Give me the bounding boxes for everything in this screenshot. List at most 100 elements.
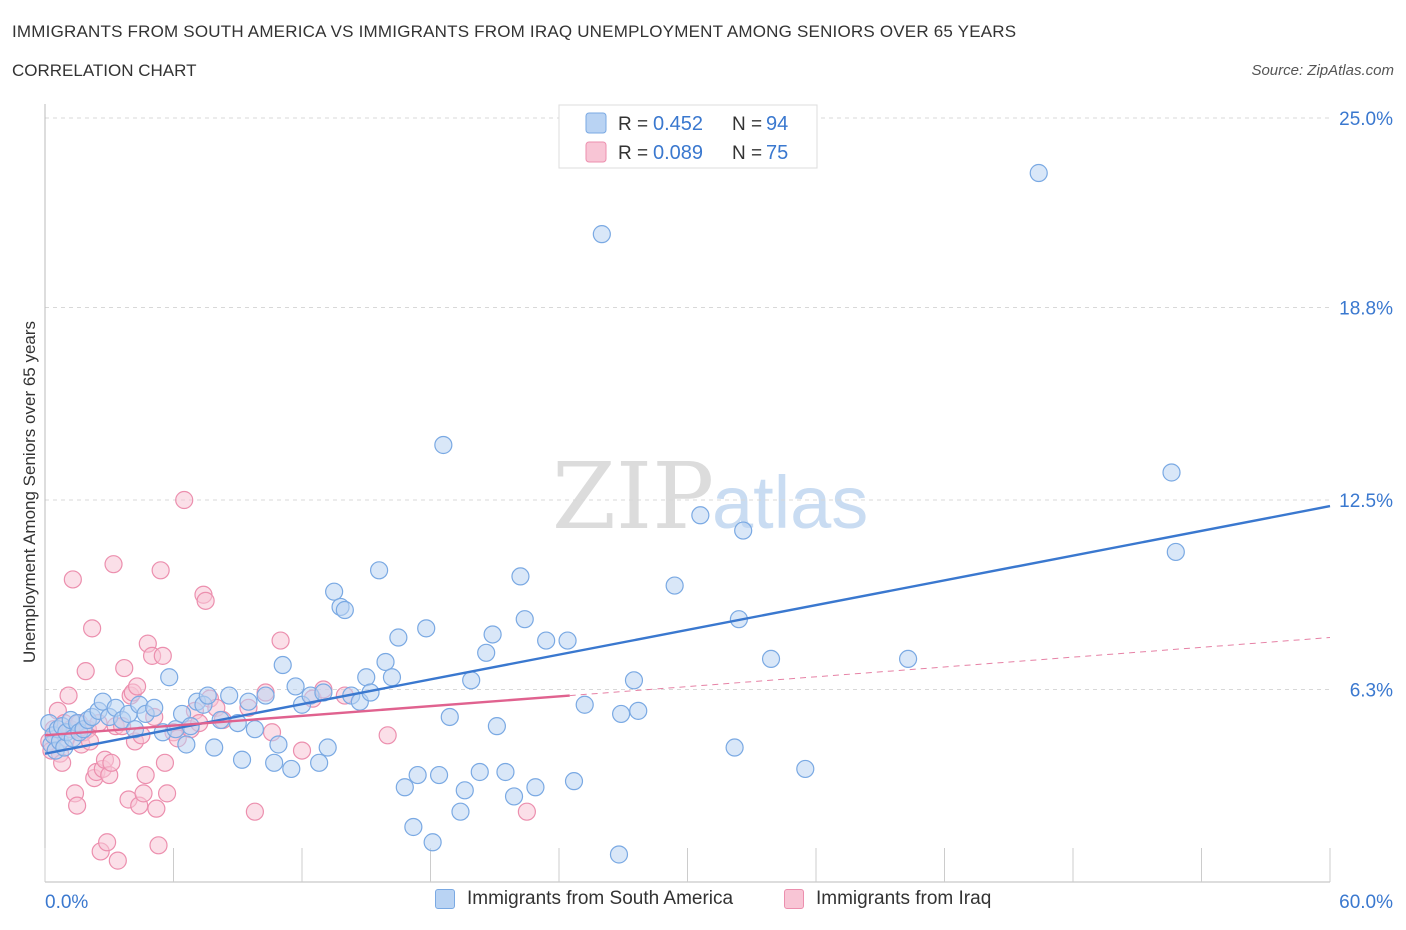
legend-bottom: Immigrants from South America Immigrants… <box>0 888 1406 918</box>
south-america-point-55 <box>335 600 354 620</box>
watermark: ZIP atlas <box>552 443 868 550</box>
south-america-point-47 <box>286 677 305 696</box>
legend-n-label-2: N = <box>732 143 762 164</box>
south-america-point-53 <box>325 582 344 601</box>
south-america-point-95 <box>725 738 744 757</box>
south-america-point-68 <box>423 833 442 852</box>
south-america-point-80 <box>504 787 524 806</box>
south-america-point-60 <box>370 561 389 580</box>
iraq-point-48 <box>149 836 168 855</box>
south-america-point-61 <box>376 652 395 672</box>
south-america-point-43 <box>265 753 284 772</box>
south-america-point-50 <box>310 753 329 772</box>
legend-swatch-south-america <box>435 889 455 909</box>
south-america-point-64 <box>395 778 414 797</box>
chart-title: IMMIGRANTS FROM SOUTH AMERICA VS IMMIGRA… <box>12 22 1017 41</box>
legend-r-value-1: 0.452 <box>653 113 703 135</box>
south-america-point-99 <box>796 759 815 779</box>
south-america-point-98 <box>761 649 781 669</box>
iraq-point-55 <box>175 490 194 510</box>
south-america-point-25 <box>145 698 164 717</box>
south-america-point-102 <box>1162 463 1181 482</box>
chart-subtitle: CORRELATION CHART <box>12 61 197 80</box>
south-america-point-92 <box>629 701 648 720</box>
legend-top: R = 0.452 N = 94 R = 0.089 N = 75 <box>558 104 818 169</box>
legend-item-south-america: Immigrants from South America <box>435 888 733 910</box>
south-america-point-76 <box>477 643 496 662</box>
y-tick-label-2: 18.8% <box>1339 298 1393 319</box>
y-tick-label-0: 6.3% <box>1350 680 1393 701</box>
iraq-point-20 <box>83 619 102 638</box>
watermark-zip: ZIP <box>552 443 714 550</box>
south-america-point-78 <box>487 717 506 736</box>
south-america-point-65 <box>404 817 423 837</box>
south-america-point-52 <box>318 738 337 757</box>
south-america-point-58 <box>357 668 376 687</box>
y-tick-label-3: 25.0% <box>1339 109 1393 130</box>
south-america-point-86 <box>564 772 584 791</box>
iraq-point-32 <box>108 851 127 870</box>
south-america-point-71 <box>440 707 459 727</box>
iraq-point-69 <box>292 741 312 760</box>
south-america-point-89 <box>609 845 629 864</box>
south-america-point-66 <box>408 765 427 785</box>
iraq-point-49 <box>151 561 170 580</box>
south-america-point-103 <box>1166 542 1185 562</box>
legend-swatch-pink <box>585 141 607 163</box>
south-america-point-84 <box>537 631 556 650</box>
x-tick-label-0: 0.0% <box>45 892 88 913</box>
south-america-point-73 <box>455 781 474 800</box>
trend-line-south-america <box>44 504 1331 755</box>
x-tick-label-1: 60.0% <box>1339 892 1393 913</box>
south-america-point-100 <box>898 649 918 669</box>
iraq-point-17 <box>76 662 95 681</box>
south-america-point-27 <box>160 668 179 687</box>
south-america-point-93 <box>665 576 684 595</box>
legend-r-label-1: R = <box>618 114 648 135</box>
legend-r-label-2: R = <box>618 143 648 164</box>
y-tick-label-1: 12.5% <box>1339 491 1393 512</box>
iraq-point-42 <box>134 784 153 803</box>
south-america-point-97 <box>734 521 753 540</box>
south-america-point-34 <box>198 686 217 705</box>
legend-swatch-iraq <box>784 889 804 909</box>
south-america-point-88 <box>592 225 611 244</box>
tick-labels: 6.3% 12.5% 18.8% 25.0% 0.0% 60.0% <box>45 109 1393 913</box>
legend-n-label-1: N = <box>732 114 762 135</box>
south-america-point-87 <box>575 695 594 714</box>
south-america-point-46 <box>282 759 301 779</box>
source-credit: Source: ZipAtlas.com <box>1251 62 1394 79</box>
south-america-point-94 <box>691 506 710 525</box>
south-america-point-72 <box>451 802 470 821</box>
iraq-point-9 <box>59 686 78 705</box>
south-america-point-62 <box>382 668 402 687</box>
south-america-point-75 <box>470 762 489 782</box>
trend-line-iraq-extension <box>569 637 1331 697</box>
south-america-point-77 <box>483 625 502 644</box>
south-america-point-81 <box>511 567 530 586</box>
iraq-point-30 <box>104 555 123 574</box>
south-america-point-35 <box>205 738 224 757</box>
iraq-point-27 <box>98 833 117 852</box>
iraq-point-50 <box>153 646 172 665</box>
south-america-point-85 <box>558 631 577 650</box>
iraq-point-34 <box>115 658 134 678</box>
south-america-point-42 <box>256 686 275 705</box>
south-america-point-74 <box>462 671 481 690</box>
iraq-point-51 <box>155 753 175 772</box>
south-america-point-38 <box>228 713 247 733</box>
gridlines <box>45 117 1330 690</box>
iraq-point-29 <box>102 753 121 772</box>
south-america-point-79 <box>496 762 515 782</box>
iraq-point-74 <box>517 802 536 821</box>
south-america-point-67 <box>417 619 436 638</box>
south-america-point-90 <box>612 704 631 724</box>
south-america-point-39 <box>232 750 252 769</box>
south-america-point-83 <box>526 778 545 797</box>
legend-item-iraq: Immigrants from Iraq <box>784 888 991 910</box>
legend-label-south-america: Immigrants from South America <box>467 888 734 909</box>
south-america-point-37 <box>220 686 239 705</box>
iraq-point-47 <box>147 799 166 818</box>
south-america-point-44 <box>269 735 288 754</box>
